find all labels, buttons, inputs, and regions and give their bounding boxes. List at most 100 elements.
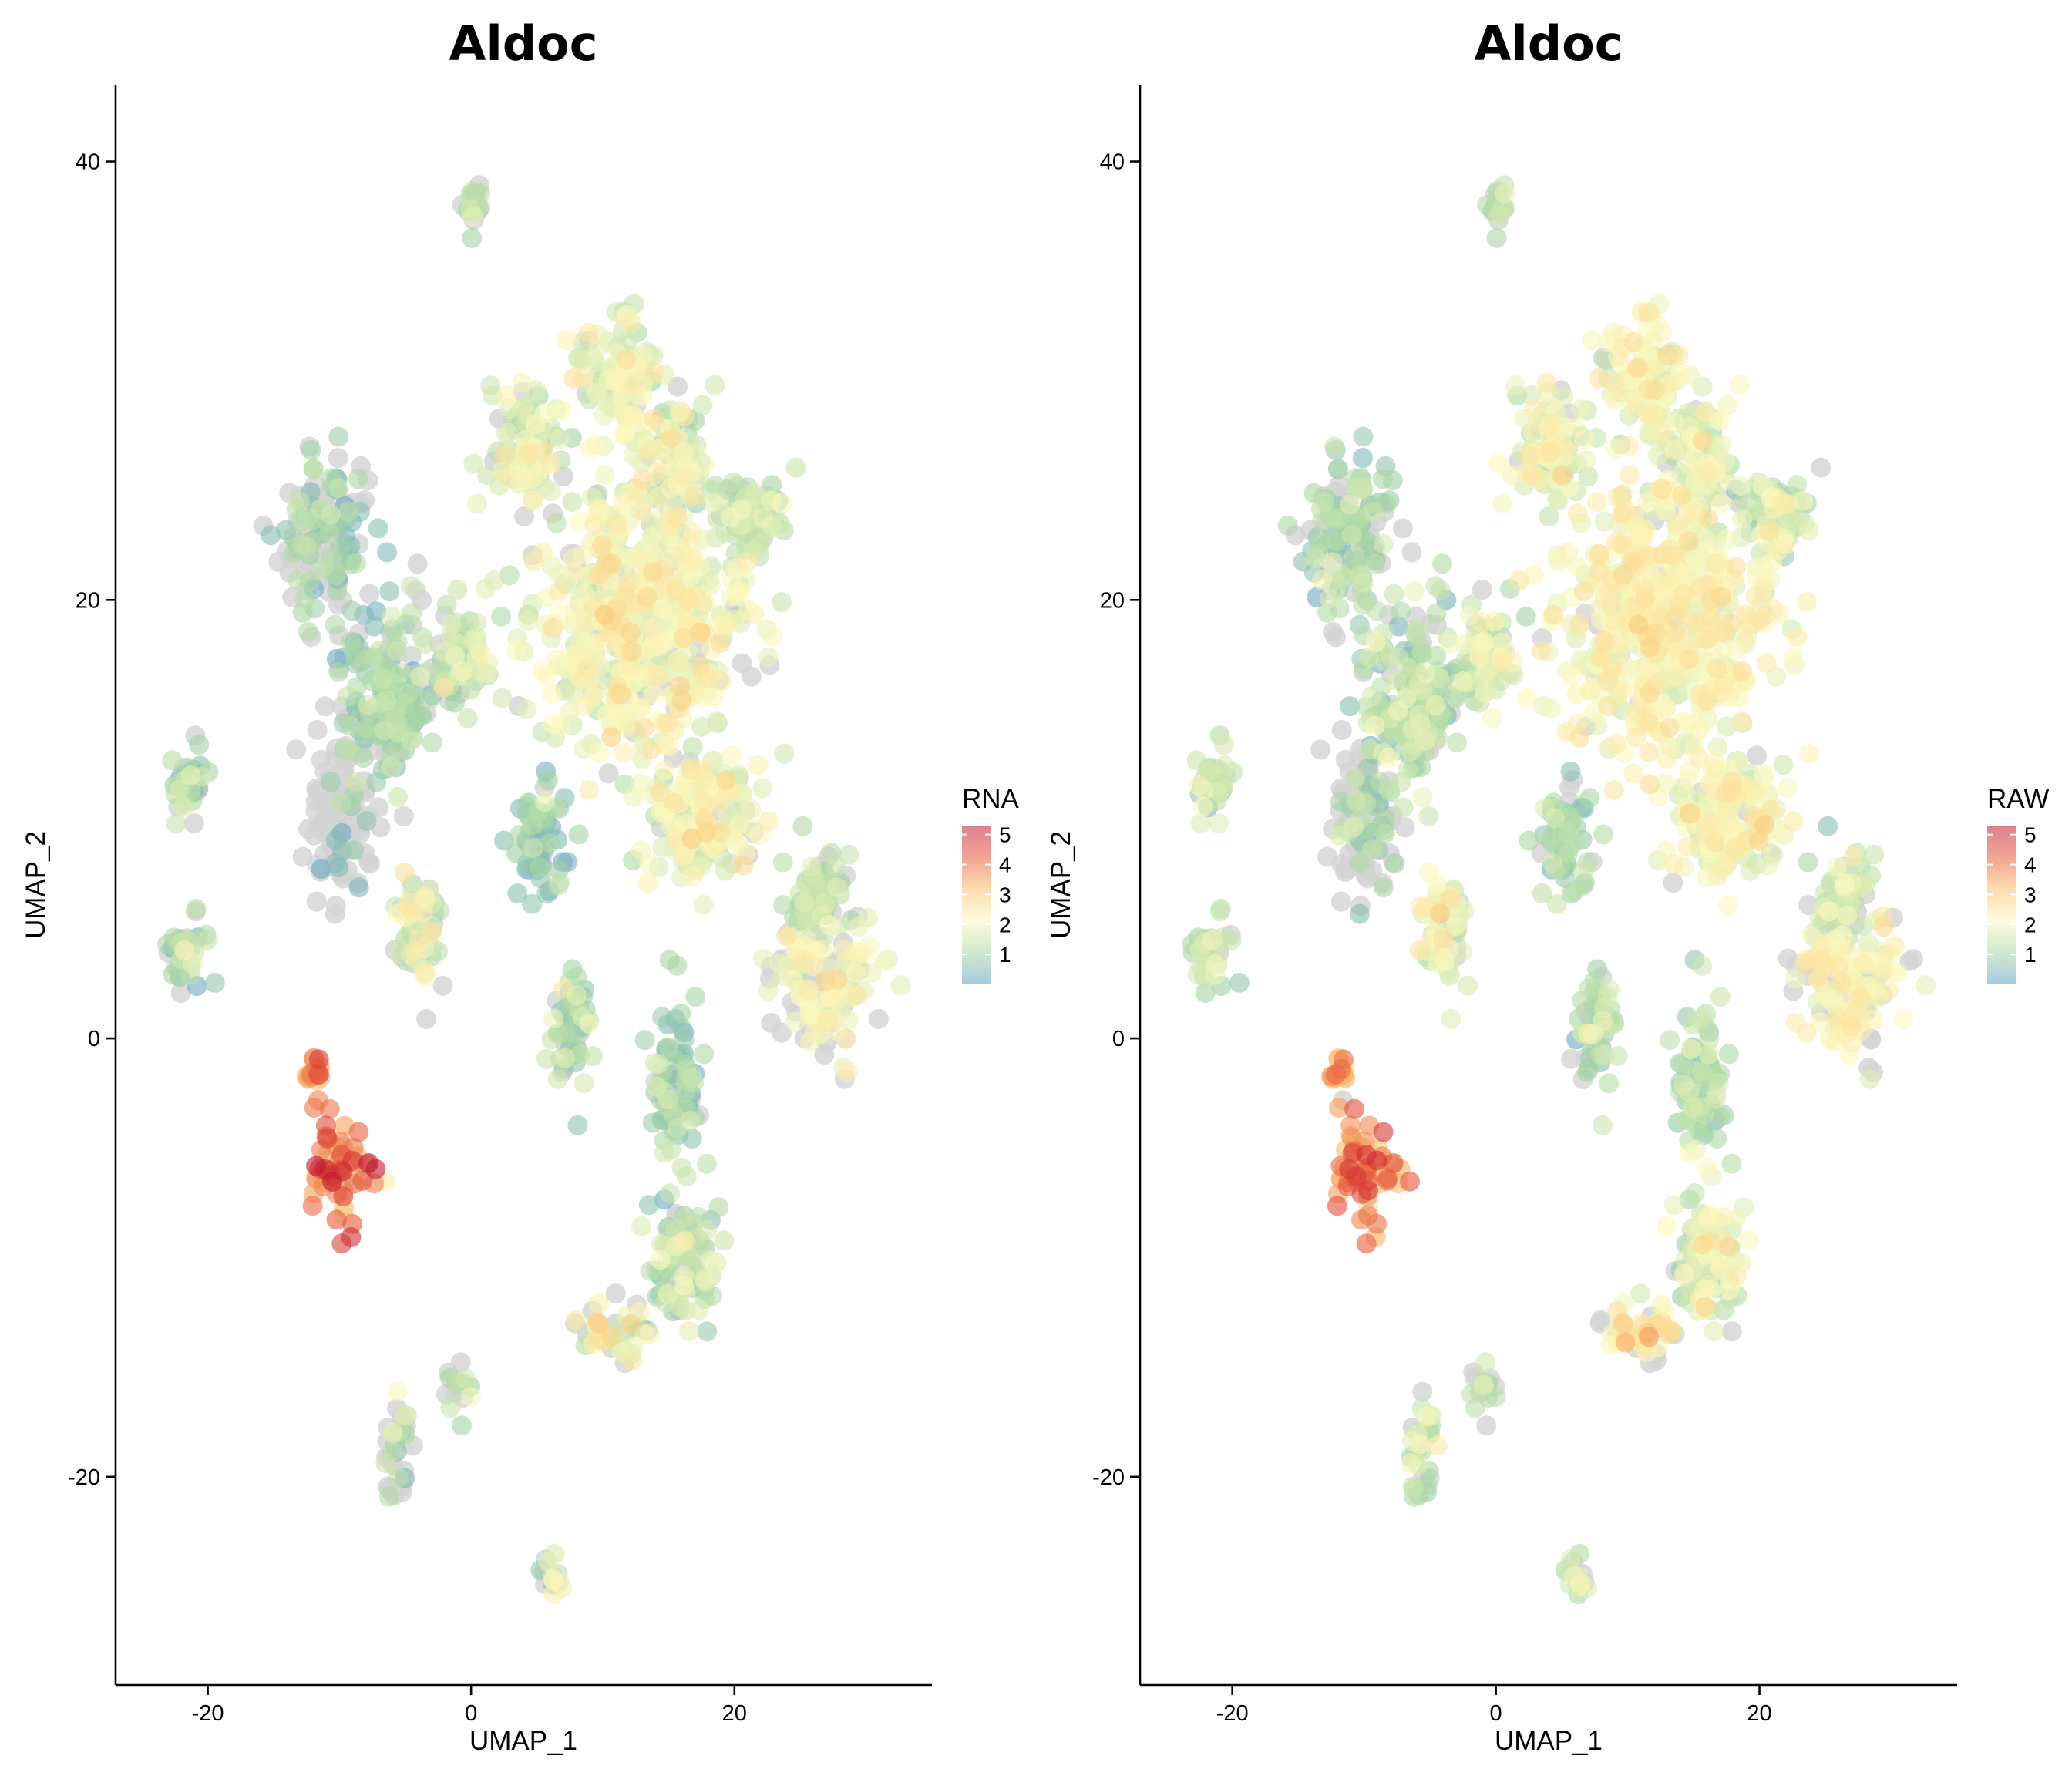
cell-point <box>1372 469 1393 489</box>
cell-point <box>634 1030 655 1051</box>
cell-point <box>346 553 367 574</box>
cell-point <box>388 1468 409 1488</box>
cell-point <box>1707 659 1727 679</box>
y-tick-label: 0 <box>88 1027 100 1051</box>
cell-point <box>814 1044 835 1065</box>
cell-point <box>553 978 574 999</box>
cell-point <box>804 1023 825 1044</box>
cell-point <box>356 811 377 831</box>
cell-point <box>345 772 365 792</box>
cell-point <box>1798 852 1818 873</box>
cell-point <box>1391 601 1411 622</box>
cell-point <box>549 429 570 449</box>
cell-point <box>700 1250 721 1271</box>
cell-point <box>681 547 701 568</box>
cell-point <box>1488 206 1509 227</box>
cell-point <box>523 490 543 511</box>
cell-point <box>1730 375 1750 395</box>
cell-point <box>1601 595 1622 616</box>
cell-point <box>1492 632 1512 653</box>
cell-point <box>1334 1049 1354 1070</box>
cell-point <box>1564 881 1584 902</box>
cell-point <box>475 579 496 599</box>
cell-point <box>574 1073 594 1094</box>
cell-point <box>1350 853 1371 873</box>
cell-point <box>772 852 793 873</box>
cell-point <box>681 528 702 549</box>
cell-point <box>1706 553 1727 574</box>
cell-point <box>848 917 869 937</box>
cell-point <box>1758 855 1778 876</box>
cell-point <box>1410 1434 1431 1455</box>
cell-point <box>1673 1075 1694 1095</box>
cell-point <box>170 983 191 1004</box>
cell-point <box>328 857 349 878</box>
cell-point <box>681 829 702 849</box>
cell-point <box>1690 1008 1711 1029</box>
cell-point <box>631 1216 652 1236</box>
cell-point <box>1426 603 1447 624</box>
cell-point <box>573 696 594 716</box>
cell-point <box>1468 648 1489 668</box>
cell-point <box>1754 815 1775 836</box>
cell-point <box>1657 345 1678 365</box>
cell-point <box>799 1003 820 1024</box>
cell-point <box>814 971 835 992</box>
cell-point <box>466 493 487 514</box>
cell-point <box>341 1227 362 1247</box>
legend-label: 4 <box>999 853 1011 877</box>
cell-point <box>1652 423 1673 444</box>
cell-point <box>1717 395 1738 415</box>
cell-point <box>1750 609 1771 630</box>
cell-point <box>462 227 483 248</box>
cell-point <box>1386 671 1407 691</box>
cell-point <box>1593 631 1614 651</box>
cell-point <box>621 313 642 333</box>
cell-point <box>445 692 465 713</box>
cell-point <box>691 716 711 737</box>
cell-point <box>1757 653 1778 674</box>
cell-point <box>499 565 520 586</box>
cell-point <box>1209 901 1230 922</box>
cell-point <box>1604 389 1624 410</box>
cell-point <box>648 1054 668 1075</box>
cell-point <box>692 395 713 415</box>
cell-point <box>1190 813 1211 834</box>
cell-point <box>1673 1263 1694 1284</box>
cell-point <box>1697 1157 1717 1178</box>
cell-point <box>1618 436 1639 456</box>
cell-point <box>601 553 622 574</box>
cell-point <box>637 873 658 893</box>
cell-point <box>1544 808 1565 829</box>
cell-point <box>1277 516 1298 536</box>
cell-point <box>372 668 393 689</box>
cell-point <box>657 713 678 733</box>
cell-point <box>621 656 641 677</box>
x-axis-label: UMAP_1 <box>1495 1726 1603 1756</box>
cell-point <box>594 604 615 625</box>
cell-point <box>1747 745 1768 766</box>
cell-point <box>1638 301 1659 322</box>
cell-point <box>722 745 742 766</box>
cell-point <box>1363 501 1384 522</box>
cell-point <box>1472 580 1492 600</box>
cell-point <box>1578 1024 1599 1044</box>
cell-point <box>573 544 594 565</box>
cell-point <box>1367 1150 1388 1171</box>
cell-point <box>543 1008 564 1029</box>
cell-point <box>563 561 584 582</box>
cell-point <box>1672 485 1693 506</box>
cell-point <box>1548 490 1569 511</box>
cell-point <box>1659 567 1680 587</box>
cell-point <box>401 576 421 597</box>
scatter-points <box>1182 175 1936 1605</box>
y-tick-label: 20 <box>1100 588 1125 613</box>
cell-point <box>682 1068 703 1088</box>
cell-point <box>1612 681 1633 701</box>
cell-point <box>183 813 204 833</box>
cell-point <box>358 1153 379 1173</box>
cell-point <box>1709 1107 1730 1128</box>
cell-point <box>579 780 600 800</box>
cell-point <box>578 322 599 343</box>
cell-point <box>733 855 754 876</box>
